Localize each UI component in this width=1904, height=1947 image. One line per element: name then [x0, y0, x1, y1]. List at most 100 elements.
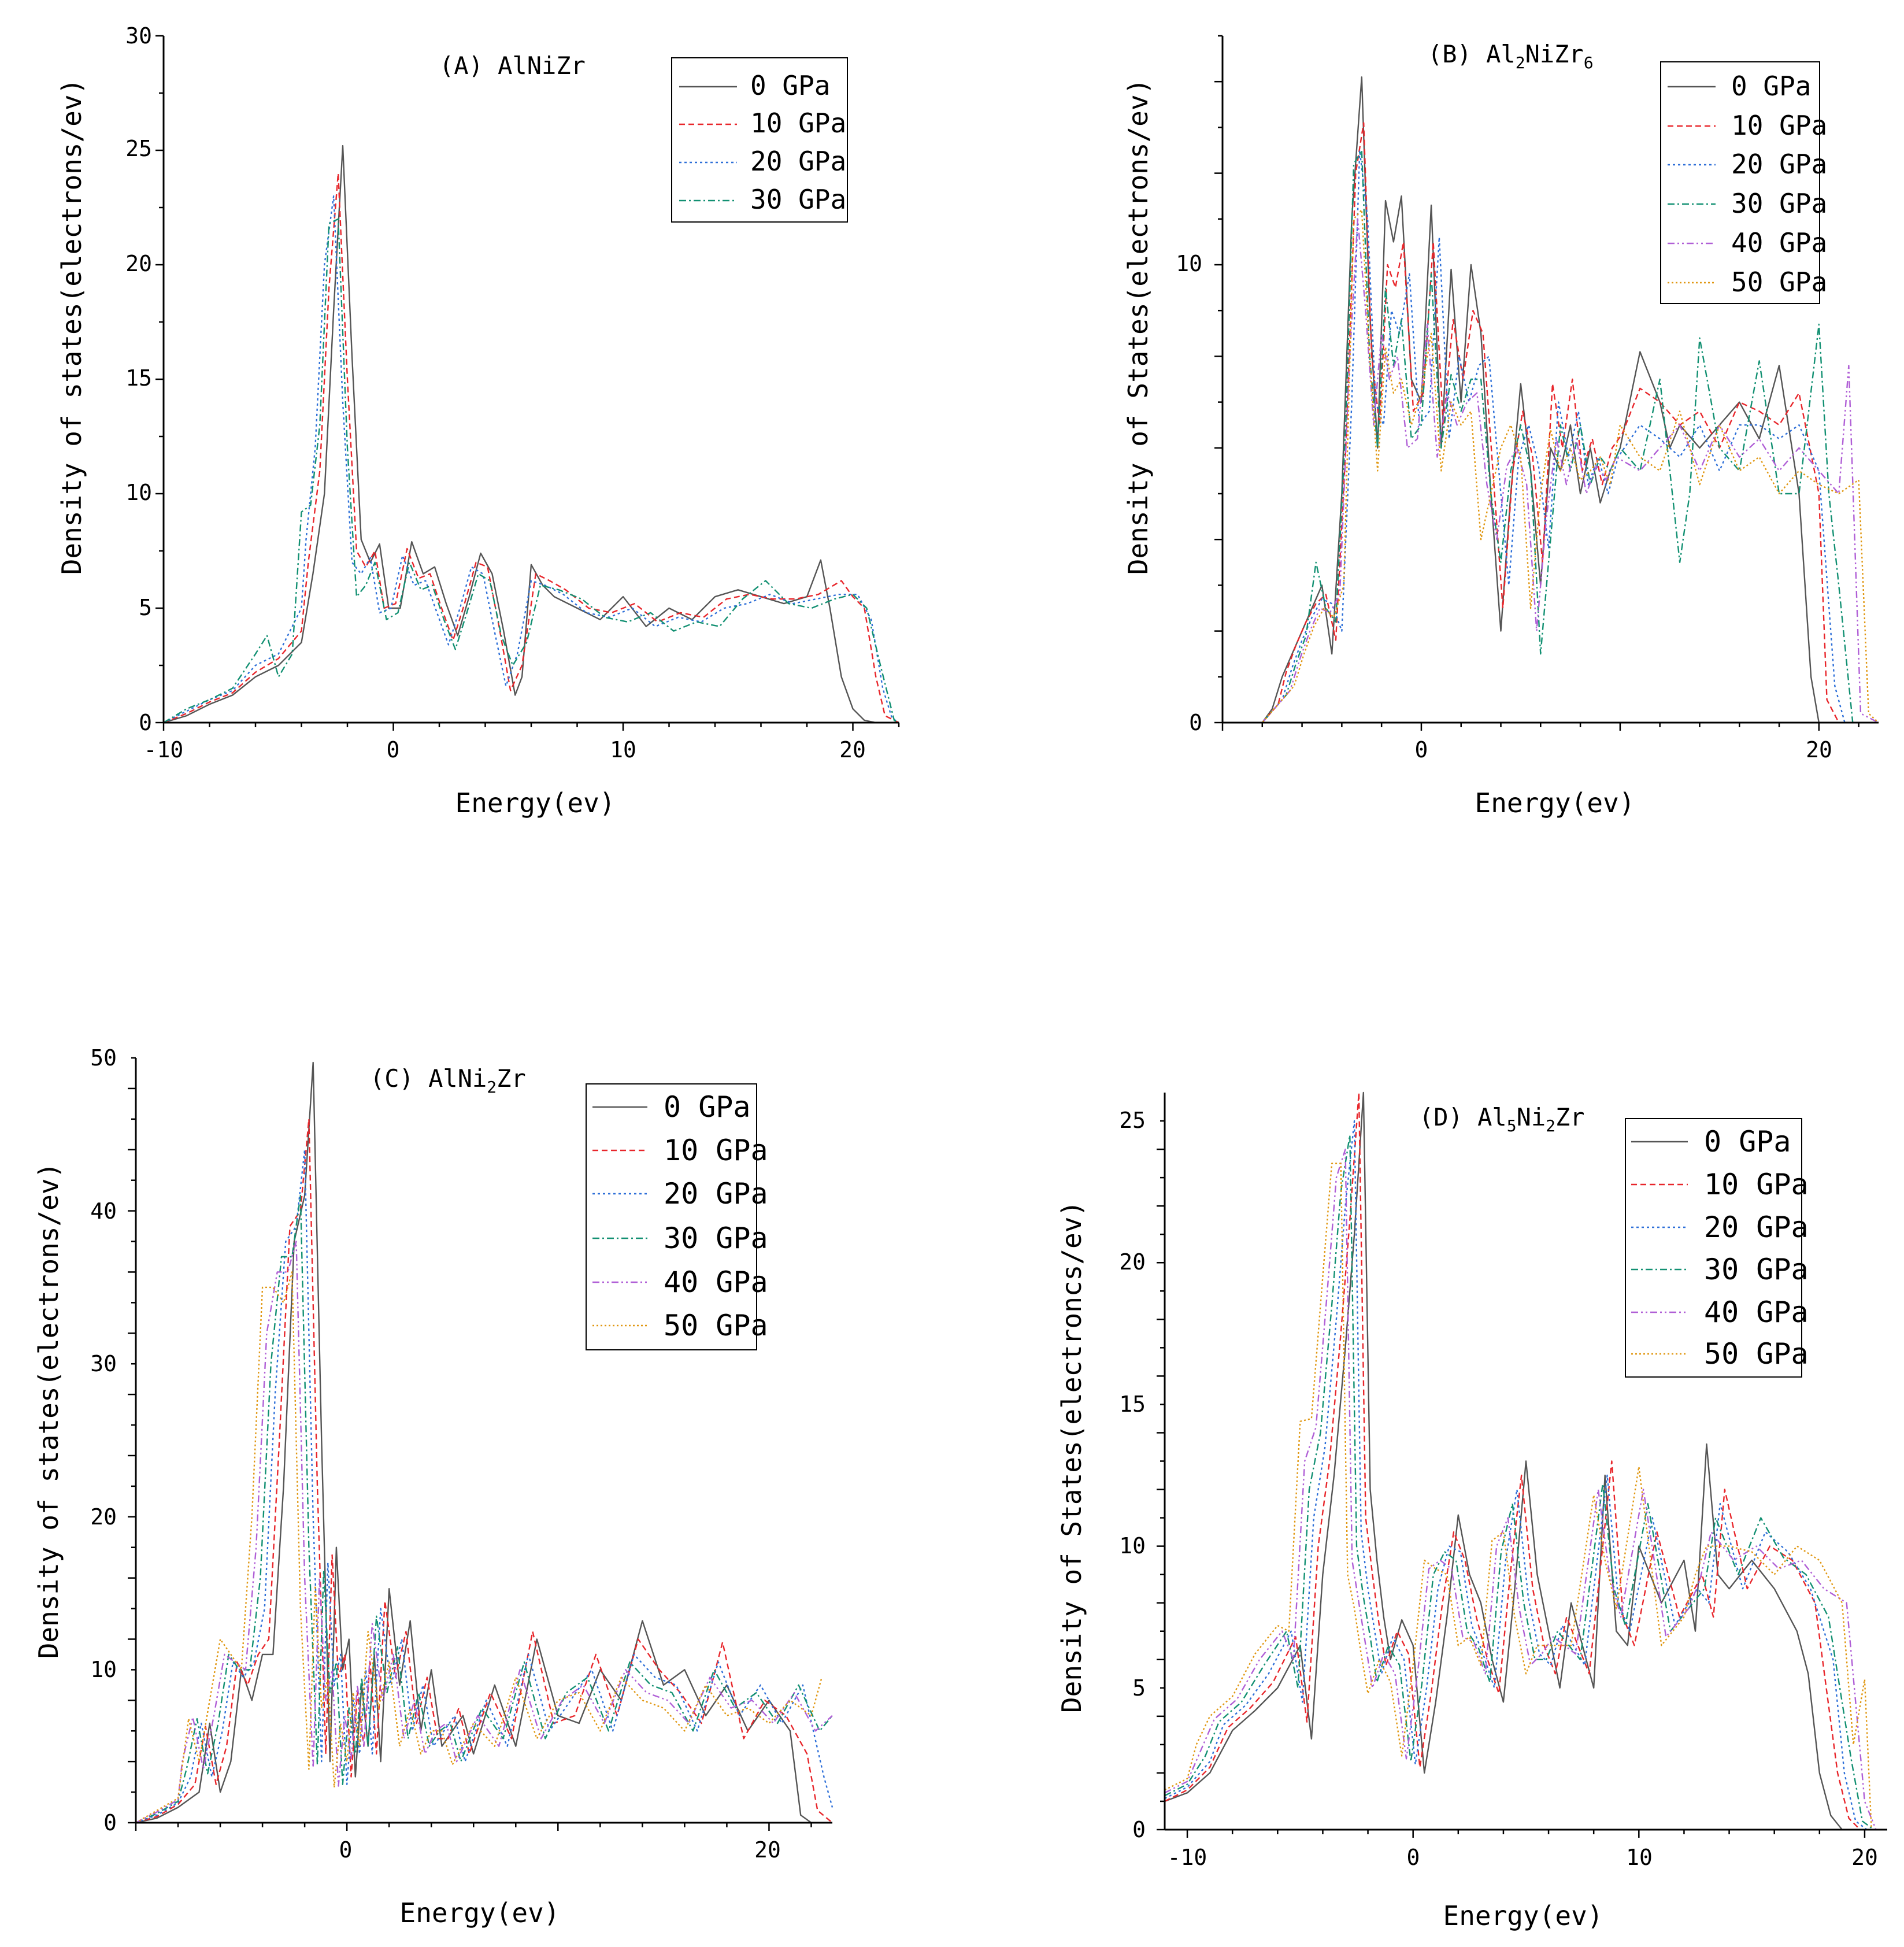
- panel-d: (D) Al5Ni2Zr Density of States(electronc…: [1056, 1091, 1887, 1931]
- panel-c-ytick: 40: [90, 1198, 117, 1224]
- panel-a-legend-label: 20 GPa: [750, 146, 846, 177]
- panel-a-ticks: [155, 35, 900, 731]
- panel-b-axes: [1221, 36, 1879, 724]
- panel-c-series-line: [135, 1118, 833, 1824]
- panel-c-title-part: Zr: [497, 1064, 526, 1093]
- panel-a-series-line: [163, 195, 899, 724]
- panel-c-ytick: 30: [90, 1351, 117, 1376]
- panel-d-legend-label: 40 GPa: [1704, 1295, 1809, 1329]
- panel-d-xtick: 20: [1851, 1845, 1878, 1870]
- panel-d-legend-box: [1625, 1118, 1802, 1378]
- panel-a-ytick: 5: [139, 595, 152, 620]
- panel-c-ylabel: Density of states(electrons/ev): [33, 1163, 64, 1659]
- panel-c-title-sub: 2: [487, 1078, 497, 1097]
- panel-d-ylabel: Density of States(electroncs/ev): [1056, 1201, 1087, 1713]
- panel-a-xlabel: Energy(ev): [455, 787, 616, 819]
- panel-a-ylabel: Density of states(electrons/ev): [56, 79, 87, 575]
- panel-c-title-part: (C) AlNi: [370, 1064, 487, 1093]
- panel-c-legend-box: [586, 1083, 757, 1350]
- panel-a-series-line: [163, 218, 899, 724]
- panel-d-xtick: -10: [1168, 1845, 1207, 1870]
- panel-c-series-line: [135, 1271, 823, 1824]
- panel-b-ytick: 0: [1189, 710, 1202, 735]
- panel-b-xtick: 20: [1806, 737, 1832, 762]
- panel-d-title-part: Zr: [1555, 1103, 1585, 1131]
- panel-a-series-line: [163, 172, 899, 724]
- panel-d-xtick: 10: [1626, 1845, 1653, 1870]
- panel-d-title-sub: 5: [1507, 1116, 1517, 1135]
- panel-d-ytick: 15: [1119, 1391, 1146, 1417]
- panel-b-legend-label: 20 GPa: [1731, 149, 1827, 180]
- panel-c-lines: [135, 1061, 834, 1824]
- panel-d-lines: [1164, 1091, 1887, 1831]
- panel-d-series-line: [1164, 1120, 1887, 1831]
- panel-d-legend-label: 10 GPa: [1704, 1168, 1809, 1201]
- panel-d-series-line: [1164, 1134, 1887, 1831]
- panel-c-legend-label: 20 GPa: [664, 1177, 768, 1211]
- panel-d-xlabel: Energy(ev): [1443, 1900, 1603, 1931]
- panel-d-ytick: 0: [1132, 1817, 1146, 1842]
- panel-a-ytick: 20: [125, 251, 152, 276]
- panel-d-legend-label: 50 GPa: [1704, 1337, 1809, 1371]
- panel-a-ytick: 25: [125, 136, 152, 161]
- panel-b-legend-label: 10 GPa: [1731, 110, 1827, 141]
- panel-c: (C) AlNi2Zr Density of states(electrons/…: [33, 1045, 834, 1929]
- panel-d-legend-label: 30 GPa: [1704, 1253, 1809, 1286]
- panel-b-xtick: 0: [1415, 737, 1428, 762]
- panel-a-legend: 0 GPa 10 GPa 20 GPa 30 GPa: [671, 57, 848, 223]
- panel-c-xtick: 0: [339, 1837, 353, 1863]
- panel-a-xtick: 10: [610, 737, 636, 762]
- panel-c-series-line: [135, 1241, 833, 1824]
- panel-a-series-line: [163, 145, 899, 724]
- panel-b-title-part: NiZr: [1525, 40, 1584, 68]
- panel-b-xlabel: Energy(ev): [1475, 787, 1635, 819]
- panel-d-series-line: [1164, 1148, 1887, 1831]
- panel-c-ticks: [128, 1057, 812, 1831]
- panel-c-ytick: 20: [90, 1504, 117, 1530]
- panel-a-ytick: 10: [125, 480, 152, 505]
- panel-a-xtick: 0: [387, 737, 400, 762]
- panel-b-legend-box: [1660, 61, 1820, 304]
- panel-c-legend-label: 50 GPa: [664, 1309, 768, 1342]
- panel-c-series-line: [135, 1061, 832, 1824]
- panel-c-legend: 0 GPa 10 GPa 20 GPa 30 GPa 40 GPa 50 GPa: [586, 1083, 768, 1350]
- panel-c-legend-label: 0 GPa: [664, 1090, 751, 1124]
- panel-a-lines: [163, 145, 899, 724]
- panel-a: (A) AlNiZr Density of states(electrons/e…: [56, 23, 900, 819]
- panel-b-ylabel: Density of States(electrons/ev): [1123, 79, 1154, 575]
- panel-a-legend-label: 10 GPa: [750, 108, 846, 139]
- panel-a-ytick: 30: [125, 23, 152, 49]
- panel-b-title-part: (B) Al: [1428, 40, 1516, 68]
- panel-b-legend-label: 30 GPa: [1731, 188, 1827, 219]
- panel-b-ytick: 10: [1176, 251, 1202, 276]
- panel-d-ytick: 10: [1119, 1533, 1146, 1559]
- panel-b-series-line: [1223, 149, 1879, 724]
- panel-a-legend-box: [671, 57, 848, 223]
- panel-c-legend-label: 10 GPa: [664, 1134, 768, 1167]
- panel-d-ytick: 5: [1132, 1675, 1146, 1701]
- panel-b-lines: [1223, 76, 1879, 724]
- panel-d-legend-label: 0 GPa: [1704, 1125, 1791, 1158]
- panel-b-legend-label: 0 GPa: [1731, 71, 1811, 102]
- panel-a-xtick: -10: [144, 737, 184, 762]
- panel-b-title-sub: 2: [1516, 53, 1525, 72]
- panel-a-legend-label: 30 GPa: [750, 184, 846, 215]
- panel-c-legend-label: 30 GPa: [664, 1221, 768, 1255]
- panel-c-xlabel: Energy(ev): [400, 1897, 560, 1929]
- panel-c-xtick: 20: [754, 1837, 781, 1863]
- panel-b-title-sub: 6: [1584, 53, 1594, 72]
- panel-b: (B) Al2NiZr6 Density of States(electrons…: [1123, 35, 1879, 819]
- panel-a-legend-label: 0 GPa: [750, 70, 830, 101]
- panel-d-title: (D) Al5Ni2Zr: [1419, 1103, 1585, 1135]
- panel-c-ytick: 10: [90, 1657, 117, 1682]
- panel-c-ytick: 50: [90, 1045, 117, 1071]
- panel-c-ytick: 0: [103, 1810, 117, 1835]
- panel-a-xtick: 20: [839, 737, 866, 762]
- panel-a-title: (A) AlNiZr: [439, 51, 586, 80]
- panel-a-ytick: 0: [139, 710, 152, 735]
- panel-d-xtick: 0: [1407, 1845, 1420, 1870]
- panel-d-series-line: [1164, 1163, 1887, 1831]
- panel-b-legend: 0 GPa 10 GPa 20 GPa 30 GPa 40 GPa 50 GPa: [1660, 61, 1827, 304]
- panel-d-title-sub: 2: [1546, 1116, 1555, 1135]
